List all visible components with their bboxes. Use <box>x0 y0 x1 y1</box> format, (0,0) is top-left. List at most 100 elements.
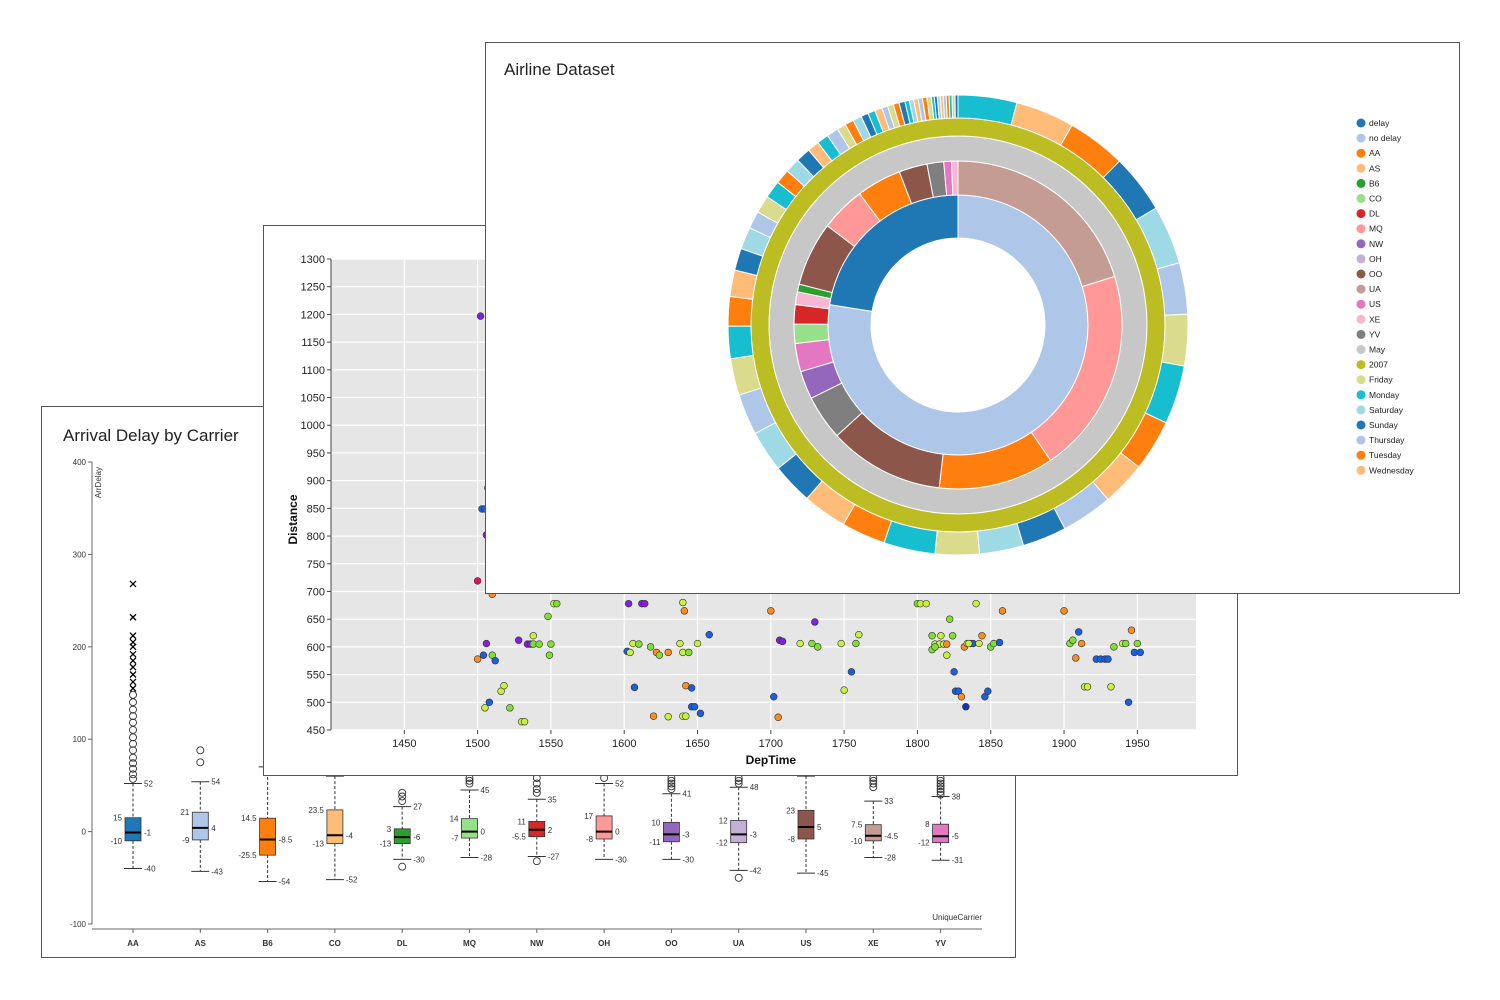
scatter-y-axis-label: Distance <box>286 494 300 544</box>
scatter-point <box>1077 639 1086 648</box>
scatter-point <box>545 651 554 659</box>
scatter-point <box>1127 626 1136 634</box>
scatter-point <box>485 698 494 706</box>
box-label-max: 41 <box>682 790 691 799</box>
scatter-y-tick-label: 1300 <box>301 254 325 266</box>
scatter-point <box>520 717 529 726</box>
scatter-point <box>998 607 1007 615</box>
scatter-point <box>1060 607 1068 615</box>
box-outlier <box>734 779 743 788</box>
scatter-y-tick-label: 450 <box>307 725 325 737</box>
box-outlier <box>667 776 676 785</box>
box-outlier <box>667 779 676 788</box>
box-label-q1: -13 <box>380 840 392 849</box>
box-iqr <box>461 818 478 839</box>
box-outlier <box>936 787 945 796</box>
scatter-point <box>945 615 954 623</box>
legend-swatch <box>1356 209 1366 219</box>
scatter-point <box>975 639 983 648</box>
box-label-min: -54 <box>279 877 291 886</box>
box-outlier <box>532 788 541 797</box>
scatter-point <box>476 312 485 320</box>
legend-swatch <box>1356 133 1366 143</box>
legend-swatch <box>1356 178 1366 188</box>
box-label-min: -40 <box>144 865 156 874</box>
box-outlier <box>936 779 945 788</box>
legend-swatch <box>1356 194 1366 203</box>
box-label-median: 5 <box>817 823 822 832</box>
scatter-point <box>778 637 787 646</box>
box-outlier-extreme <box>129 671 137 678</box>
scatter-y-tick-label: 1100 <box>301 365 325 377</box>
sunburst-segment <box>1161 313 1189 367</box>
scatter-y-tick-label: 1000 <box>301 420 325 432</box>
scatter-point <box>514 636 523 644</box>
scatter-point <box>840 686 848 694</box>
box-outlier-extreme <box>129 613 137 621</box>
box-outlier <box>532 779 541 788</box>
box-outlier <box>129 718 137 727</box>
scatter-point <box>635 640 643 648</box>
box-label-median: 2 <box>548 826 553 835</box>
box-label-q3: 23.5 <box>308 806 324 815</box>
box-label-q3: 12 <box>719 817 728 826</box>
box-x-tick-label: AS <box>195 939 207 948</box>
legend-swatch <box>1356 450 1366 460</box>
box-outlier-extreme <box>129 678 137 686</box>
legend-label: Friday <box>1369 375 1393 385</box>
legend-label: 2007 <box>1369 360 1388 370</box>
legend-label: MQ <box>1369 224 1383 234</box>
scatter-point <box>479 651 488 659</box>
box-label-min: -28 <box>481 853 493 862</box>
legend-label: OO <box>1369 269 1383 279</box>
box-label-q3: 11 <box>517 817 526 826</box>
scatter-y-tick-label: 900 <box>307 476 325 488</box>
box-label-q1: -11 <box>649 838 661 847</box>
scatter-y-tick-label: 1250 <box>301 282 325 294</box>
box-outlier <box>129 746 137 755</box>
scatter-point <box>922 599 930 608</box>
boxplot-chart: 4003002001000-100ArrDelayUniqueCarrierAA… <box>70 458 982 948</box>
box-label-q1: -10 <box>110 837 122 846</box>
box-outlier <box>129 770 137 779</box>
box-outlier <box>129 698 137 707</box>
box-iqr <box>259 817 277 856</box>
box-x-tick-label: CO <box>329 939 341 948</box>
box-label-q1: -5.5 <box>512 833 526 842</box>
scatter-point <box>774 713 782 721</box>
box-outlier <box>398 792 407 801</box>
scatter-point <box>811 618 819 626</box>
box-label-median: -4.5 <box>884 832 898 841</box>
scatter-x-tick-label: 1750 <box>832 738 856 750</box>
box-label-median: -3 <box>682 830 690 839</box>
box-x-tick-label: AA <box>127 939 139 948</box>
box-y-axis-label: ArrDelay <box>94 467 103 498</box>
box-label-q3: 17 <box>584 812 593 821</box>
box-iqr <box>124 817 142 842</box>
scatter-point <box>624 599 633 608</box>
scatter-point <box>641 599 649 608</box>
box-label-max: 52 <box>144 780 153 789</box>
box-outlier <box>734 776 743 785</box>
scatter-point <box>1075 628 1083 636</box>
legend-label: NW <box>1369 239 1383 249</box>
scatter-x-tick-label: 1650 <box>685 738 709 750</box>
box-iqr <box>730 820 748 844</box>
scatter-point <box>1110 643 1118 651</box>
scatter-point <box>1072 654 1080 662</box>
scatter-point <box>544 612 552 621</box>
scatter-y-tick-label: 1150 <box>301 337 325 349</box>
box-x-tick-label: XE <box>868 939 879 948</box>
scatter-point <box>682 712 690 720</box>
box-label-q3: 21 <box>180 808 189 817</box>
scatter-point <box>482 639 491 648</box>
box-label-q3: 7.5 <box>851 821 863 830</box>
scatter-point <box>931 643 939 651</box>
box-outlier <box>196 746 205 755</box>
legend-swatch <box>1356 435 1366 445</box>
legend-swatch <box>1356 299 1366 309</box>
scatter-x-tick-label: 1500 <box>465 738 489 750</box>
box-iqr <box>663 821 680 843</box>
scatter-point <box>649 712 658 720</box>
scatter-x-tick-label: 1800 <box>905 738 929 750</box>
